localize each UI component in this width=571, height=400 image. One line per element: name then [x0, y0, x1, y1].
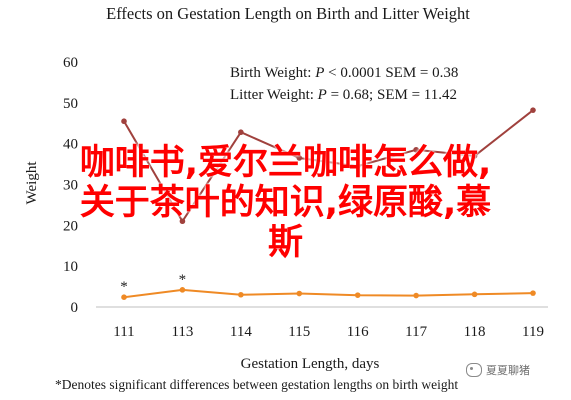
corner-watermark: 夏夏聊猪 — [466, 362, 530, 378]
x-axis-label: Gestation Length, days — [241, 356, 380, 372]
footnote: *Denotes significant differences between… — [55, 377, 458, 392]
y-tick-label: 0 — [71, 300, 79, 316]
x-tick-label: 117 — [405, 324, 427, 340]
data-point — [413, 146, 419, 153]
stats-birth-weight: Birth Weight: P < 0.0001 SEM = 0.38 — [230, 65, 458, 81]
data-point — [471, 291, 478, 298]
y-tick-label: 10 — [63, 259, 78, 275]
y-tick-label: 20 — [63, 218, 78, 234]
x-tick-label: 111 — [113, 324, 134, 340]
wechat-icon — [466, 363, 482, 377]
watermark-overlay-text: 咖啡书,爱尔兰咖啡怎么做, 关于茶叶的知识,绿原酸,慕 斯 — [0, 143, 571, 263]
data-point — [121, 294, 127, 301]
watermark-line: 咖啡书,爱尔兰咖啡怎么做, — [79, 143, 492, 183]
data-point — [530, 290, 536, 296]
data-point — [238, 291, 244, 298]
x-tick-label: 114 — [230, 324, 252, 340]
series-line-litter-weight — [123, 109, 534, 223]
stats-litter-weight: Litter Weight: P = 0.68; SEM = 11.42 — [230, 87, 457, 103]
data-point — [471, 153, 478, 159]
y-axis: 0 10 20 30 40 50 60 — [63, 55, 78, 316]
series-layer — [121, 107, 536, 301]
y-tick-label: 30 — [63, 178, 78, 194]
significance-marker: * — [179, 272, 187, 288]
x-tick-label: 118 — [464, 324, 486, 340]
data-point — [413, 292, 419, 299]
data-point — [238, 129, 244, 136]
data-point — [179, 287, 186, 293]
chart-title: Effects on Gestation Length on Birth and… — [106, 4, 470, 23]
x-tick-label: 113 — [171, 324, 193, 340]
watermark-line: 斯 — [267, 223, 303, 263]
x-axis: 111 113 114 115 116 117 118 119 — [113, 324, 544, 340]
series-line-birth-weight — [123, 288, 534, 299]
corner-watermark-text: 夏夏聊猪 — [486, 364, 530, 377]
data-point — [296, 155, 303, 161]
significance-marker: * — [120, 279, 128, 295]
x-tick-label: 115 — [288, 324, 310, 340]
data-point — [121, 118, 127, 125]
y-tick-label: 40 — [63, 137, 78, 153]
data-point — [179, 218, 186, 225]
x-tick-label: 119 — [522, 324, 544, 340]
y-tick-label: 60 — [63, 55, 78, 71]
y-tick-label: 50 — [63, 96, 78, 112]
data-point — [530, 107, 536, 113]
x-tick-label: 116 — [347, 324, 369, 340]
y-axis-label: Weight — [24, 161, 40, 205]
data-point — [354, 163, 361, 169]
data-point — [296, 290, 303, 297]
watermark-line: 关于茶叶的知识,绿原酸,慕 — [79, 183, 492, 223]
annotation-layer: * * — [120, 272, 186, 295]
data-point — [354, 292, 361, 298]
